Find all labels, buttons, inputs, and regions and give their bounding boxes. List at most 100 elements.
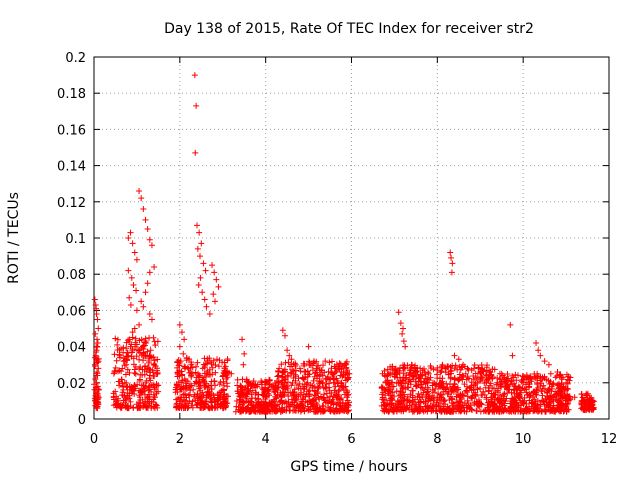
data-point [131,249,138,256]
dense-point [224,357,231,364]
dense-point [527,373,534,380]
dense-point [126,369,133,376]
dense-point [336,406,343,413]
dense-point [477,408,484,415]
dense-point [214,356,221,363]
dense-point [460,373,467,380]
dense-point [114,341,121,348]
data-point [397,320,404,327]
y-tick-label: 0.12 [57,196,86,211]
dense-point [133,401,140,408]
dense-point [143,404,150,411]
dense-point [526,383,533,390]
data-point [151,263,158,270]
dense-point [315,380,322,387]
dense-point [289,380,296,387]
dense-point [479,375,486,382]
dense-point [210,392,217,399]
dense-point [393,408,400,415]
dense-point [554,388,561,395]
data-point [93,372,100,379]
data-point [563,379,570,386]
dense-point [385,370,392,377]
dense-point [442,401,449,408]
data-point [93,305,100,312]
dense-point [122,371,129,378]
data-point [331,379,338,386]
dense-point [330,393,337,400]
dense-point [381,397,388,404]
dense-point [255,396,262,403]
dense-point [532,401,539,408]
data-point [245,379,252,386]
data-point [136,321,143,328]
data-point [149,367,156,374]
dense-point [409,387,416,394]
dense-point [379,394,386,401]
dense-point [441,397,448,404]
x-tick-label: 2 [176,432,184,447]
dense-point [152,401,159,408]
dense-point [418,398,425,405]
dense-point [319,372,326,379]
dense-point [189,370,195,377]
dense-point [431,389,438,396]
dense-point [542,395,549,402]
dense-point [252,389,259,396]
y-tick-label: 0.06 [57,304,86,319]
dense-point [547,370,554,377]
dense-point [337,396,344,403]
data-point [537,352,544,359]
dense-point [238,383,245,390]
dense-point [459,376,466,383]
dense-point [290,389,297,396]
data-point [176,343,183,350]
dense-point [212,369,219,376]
data-point [545,361,552,368]
dense-point [526,403,533,410]
dense-point [119,392,126,399]
data-point [93,401,100,408]
dense-point [139,371,146,378]
dense-point [292,377,299,384]
dense-point [217,400,224,407]
dense-point [132,335,139,342]
y-tick-label: 0.14 [57,160,86,175]
dense-point [112,335,119,342]
dense-point [248,391,255,398]
dense-point [116,367,123,374]
dense-point [247,408,254,415]
dense-point [212,397,219,404]
dense-point [192,397,199,404]
y-axis-label: ROTI / TECUs [6,192,22,284]
dense-point [404,393,411,400]
data-point [146,236,153,243]
dense-point [188,402,195,409]
dense-point [262,395,269,402]
dense-point [546,393,553,400]
dense-point [235,388,242,395]
dense-point [341,407,348,414]
data-point [554,368,561,375]
dense-point [143,368,150,375]
dense-point [285,359,292,366]
data-point [92,376,99,383]
dense-point [584,405,591,412]
data-point [191,72,198,79]
dense-point [206,355,213,362]
dense-point [124,356,131,363]
data-point [281,332,288,339]
dense-point [419,393,426,400]
dense-point [433,381,440,388]
dense-point [473,407,480,414]
data-point [92,352,99,359]
dense-point [297,368,304,375]
dense-point [337,402,344,409]
data-point [144,225,151,232]
dense-point [120,349,127,356]
data-point [133,307,140,314]
data-point [129,240,136,247]
x-tick-label: 8 [433,432,441,447]
dense-point [523,376,530,383]
data-point [533,339,540,346]
